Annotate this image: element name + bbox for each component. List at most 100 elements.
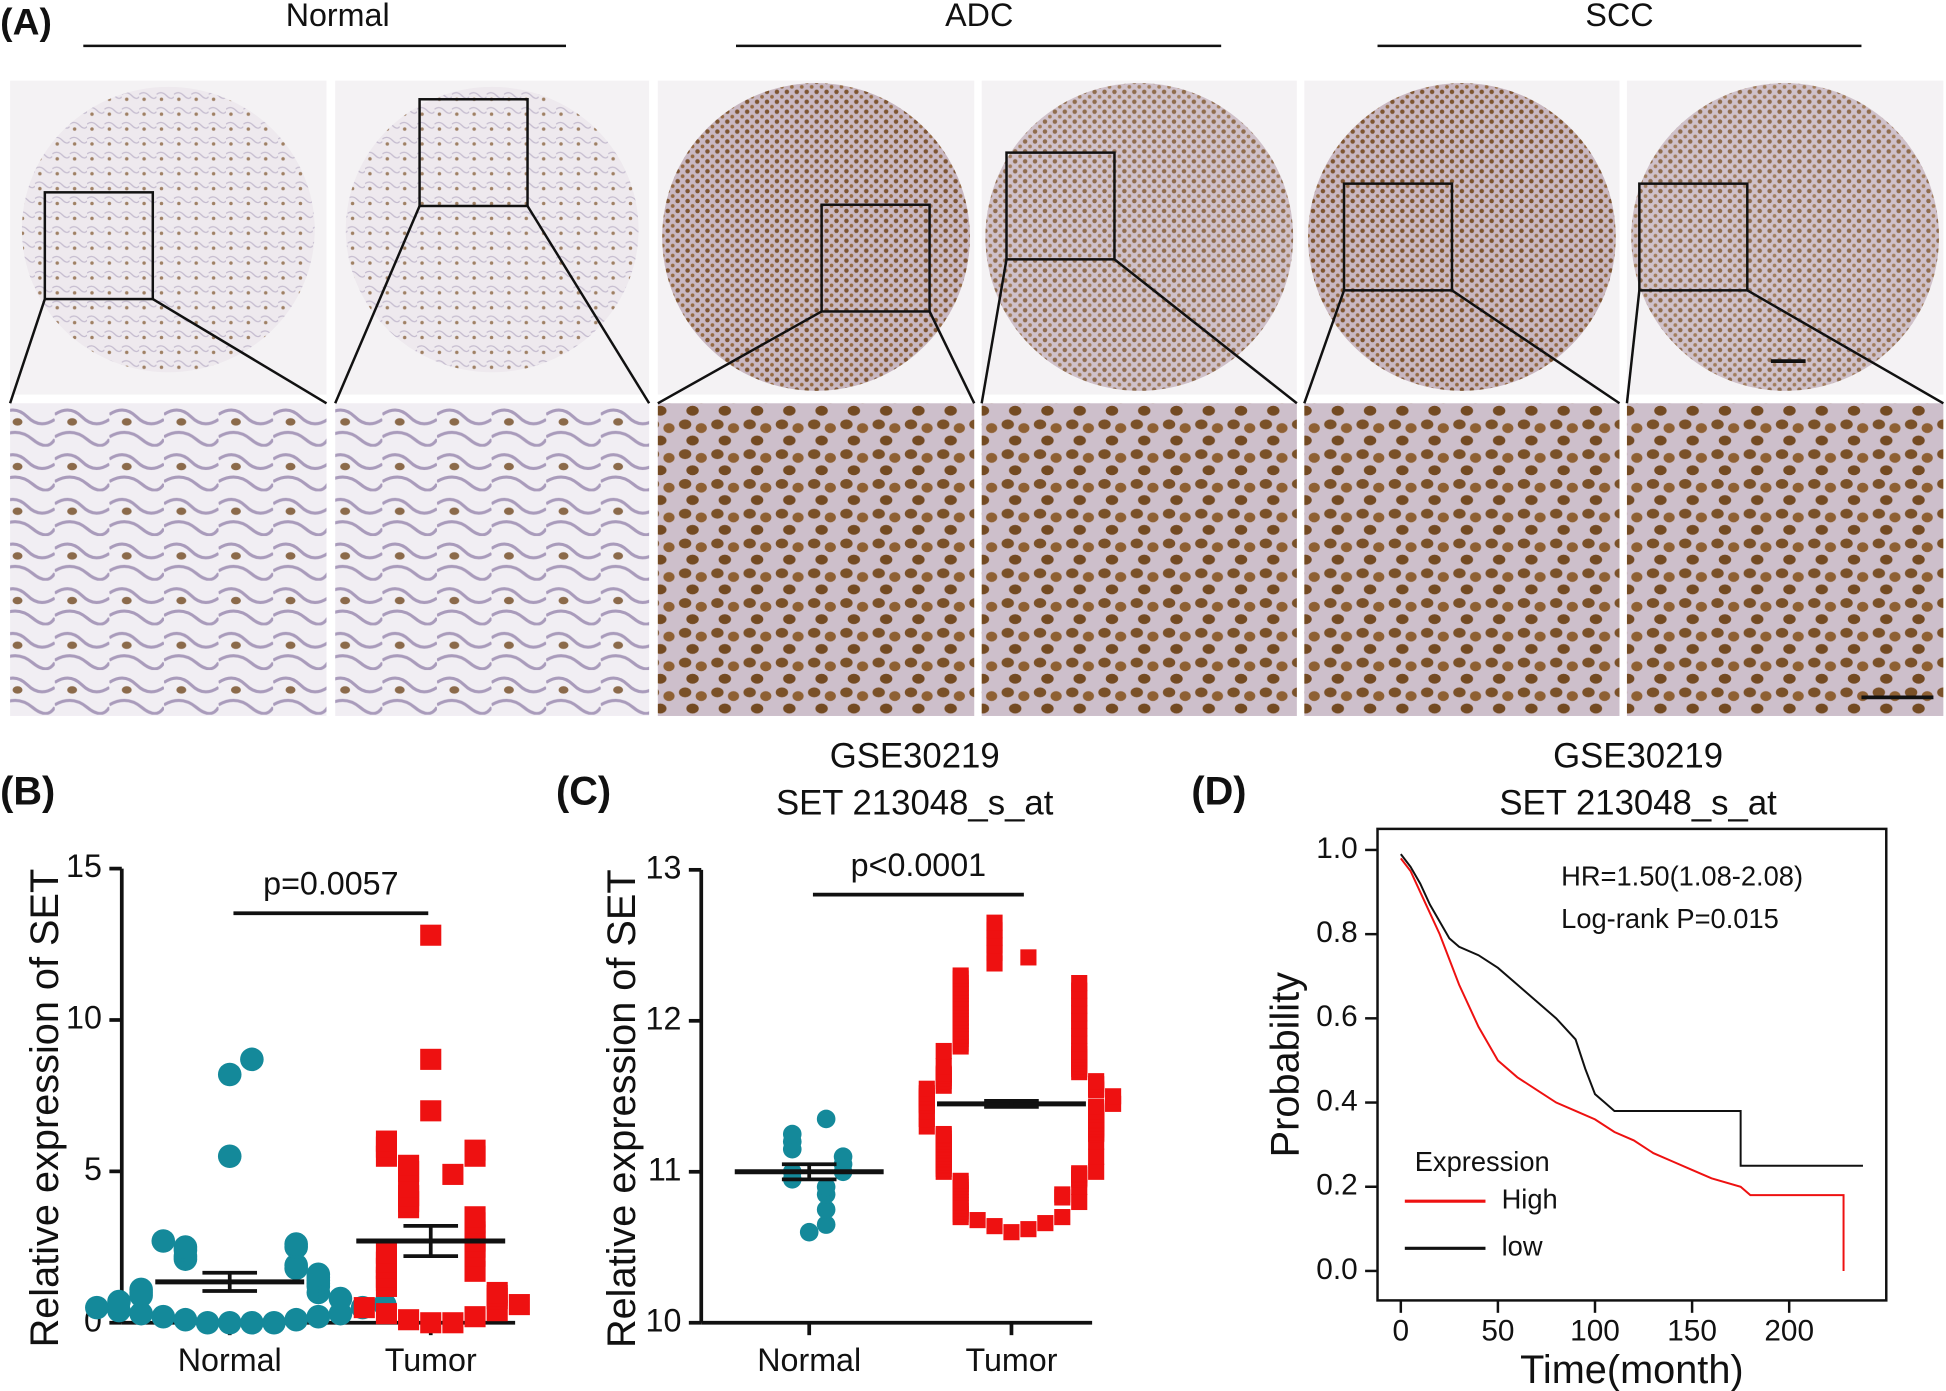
data-point [173,1307,198,1332]
x-tick-label: Normal [178,1342,282,1378]
zoom-image [335,403,650,716]
zoom-box [1005,151,1116,261]
group-label: Normal [286,0,390,33]
x-tick-label: Tumor [965,1342,1057,1378]
zoom-image [1626,403,1944,716]
data-point [486,1281,508,1304]
y-tick-label: 5 [84,1151,102,1187]
legend-label: low [1502,1231,1543,1262]
zoom-line [334,205,421,404]
tissue-core [1308,83,1616,391]
data-point [284,1253,308,1278]
data-point [1088,1098,1105,1115]
group-label: SCC [1585,0,1653,33]
data-point [240,1310,264,1335]
y-tick-label: 0.2 [1316,1169,1357,1202]
data-point [284,1232,308,1256]
data-point [375,1303,397,1325]
y-tick-label: 10 [646,1302,682,1338]
data-point [1020,1221,1037,1238]
data-point [375,1242,397,1264]
panel-label: (C) [556,770,611,814]
data-point [935,1058,952,1075]
y-tick-label: 0.4 [1316,1084,1357,1117]
x-tick-label: 200 [1764,1315,1814,1348]
data-point [398,1309,420,1331]
data-point [816,1200,836,1219]
data-point [508,1294,530,1316]
y-tick-label: 15 [66,848,102,884]
data-point [1071,1165,1088,1182]
data-point [442,1312,464,1334]
plot-frame [1376,827,1888,1302]
zoom-image [657,403,975,716]
p-value: p=0.0057 [263,865,398,901]
data-point [464,1139,486,1161]
data-point [816,1215,836,1234]
data-point [969,1212,986,1229]
panel-label: (A) [0,1,52,43]
zoom-line [928,310,976,404]
data-point [217,1144,242,1169]
zoom-image [10,403,327,716]
zoom-line [980,259,1008,404]
data-point [1037,1215,1054,1232]
group-label: ADC [945,0,1013,33]
zoom-line [1113,258,1298,405]
data-point [262,1310,286,1335]
data-point [306,1304,331,1329]
data-point [420,924,442,946]
panel-a: (A) Normal ADC SCC [0,0,1944,716]
sem-bar [781,1162,837,1182]
data-point [1071,1193,1088,1211]
data-point [284,1307,308,1332]
data-point [1054,1186,1071,1203]
y-tick-label: 10 [66,999,102,1035]
y-tick-label: 13 [646,849,682,885]
tissue-core [21,86,315,373]
zoom-line [8,298,47,404]
annotation: Log-rank P=0.015 [1561,903,1779,934]
data-point [1071,975,1088,992]
survival-curve [1400,853,1863,1167]
zoom-box [1638,182,1749,292]
zoom-image [981,403,1297,716]
data-point [129,1277,153,1302]
y-tick-label: 0.0 [1316,1253,1357,1286]
data-point [1088,1073,1105,1090]
y-tick-label: 1.0 [1316,832,1357,865]
x-tick-label: Tumor [385,1342,477,1378]
chart-subtitle: SET 213048_s_at [776,784,1054,822]
chart-title: GSE30219 [1553,737,1723,775]
data-point [464,1306,486,1328]
data-point [420,1100,442,1122]
tissue-core [1631,83,1940,391]
sem-bar [403,1224,459,1259]
tissue-core [985,83,1294,391]
annotation: HR=1.50(1.08-2.08) [1561,861,1803,892]
zoom-image [1304,403,1620,716]
data-point [129,1301,153,1326]
data-point [918,1080,935,1097]
chart-title: GSE30219 [830,737,1000,775]
sem-bar [984,1098,1039,1109]
panel-label: (D) [1191,770,1246,814]
y-tick-label: 0.6 [1316,1000,1357,1033]
y-tick-label: 12 [646,1000,682,1036]
zoom-line [657,310,823,405]
panel-label: (B) [0,770,55,814]
data-point [986,1218,1003,1235]
x-tick-label: 100 [1570,1315,1620,1348]
zoom-line [152,297,328,405]
data-point [464,1206,486,1228]
zoom-box [1342,182,1454,292]
data-point [306,1262,331,1287]
zoom-line [1625,290,1641,404]
data-point [353,1297,375,1319]
data-point [420,1312,442,1334]
data-point [833,1147,853,1166]
x-axis-label: Time(month) [1520,1348,1743,1391]
zoom-line [1451,289,1621,405]
data-point [1020,949,1037,966]
